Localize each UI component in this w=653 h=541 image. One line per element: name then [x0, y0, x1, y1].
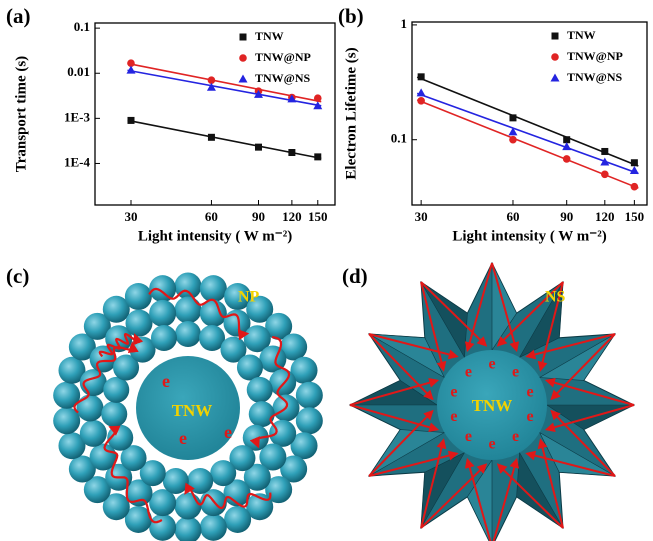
- point: [314, 153, 321, 160]
- point: [630, 166, 639, 174]
- point: [208, 134, 215, 141]
- legend-label: TNW: [255, 29, 284, 43]
- y-tick-label: 1E-4: [64, 154, 91, 169]
- y-tick-label: 0.01: [67, 64, 90, 79]
- x-axis-label: Light intensity ( W m⁻²): [138, 228, 292, 244]
- nanoparticle: [247, 377, 273, 403]
- nanoparticle: [175, 493, 202, 520]
- nanoparticle: [269, 369, 296, 396]
- nanoparticle: [200, 514, 227, 541]
- x-tick-label: 60: [506, 209, 519, 224]
- electron-label: e: [224, 422, 232, 442]
- nanoparticle: [175, 517, 202, 541]
- panel-label: (a): [6, 4, 31, 28]
- electron-label: e: [488, 436, 495, 453]
- electron-label: e: [512, 363, 519, 380]
- nanoparticle: [296, 407, 323, 434]
- electron-label: e: [488, 356, 495, 373]
- nanoparticle: [200, 275, 227, 302]
- point: [563, 155, 571, 163]
- point: [601, 170, 609, 178]
- y-axis-label: Electron Lifetime (s): [343, 47, 359, 179]
- electron-label: e: [465, 363, 472, 380]
- core-label: TNW: [172, 401, 213, 420]
- x-tick-label: 120: [282, 209, 302, 224]
- x-tick-label: 90: [252, 209, 265, 224]
- nanoparticle: [101, 401, 127, 427]
- point: [417, 97, 425, 105]
- legend-label: TNW@NS: [255, 71, 310, 85]
- point: [255, 144, 262, 151]
- nanoparticle: [77, 395, 104, 422]
- nanoparticle: [149, 300, 176, 327]
- x-tick-label: 150: [308, 209, 328, 224]
- x-tick-label: 30: [415, 209, 428, 224]
- x-axis-label: Light intensity ( W m⁻²): [452, 228, 606, 244]
- nanoparticle: [296, 382, 323, 409]
- point: [418, 73, 425, 80]
- nanoparticle: [149, 514, 176, 541]
- y-tick-label: 1E-3: [64, 109, 91, 124]
- electron-label: e: [465, 428, 472, 445]
- panel-label: (d): [342, 264, 368, 288]
- electron-label: e: [526, 408, 533, 425]
- panel-label: (b): [338, 4, 364, 28]
- nanoparticle: [80, 420, 107, 447]
- x-tick-label: 60: [205, 209, 218, 224]
- legend-marker: [239, 54, 247, 62]
- point: [631, 159, 638, 166]
- nanoparticle: [125, 283, 152, 310]
- y-tick-label: 0.1: [74, 19, 90, 34]
- point: [314, 94, 322, 102]
- nanoparticle: [175, 297, 202, 324]
- electron-label: e: [162, 371, 170, 391]
- nanoparticle: [237, 355, 263, 381]
- x-tick-label: 120: [595, 209, 615, 224]
- nanoparticle: [126, 310, 153, 337]
- electron-label: e: [526, 383, 533, 400]
- point: [127, 117, 134, 124]
- nanoparticle: [175, 321, 201, 347]
- core-label: TNW: [472, 396, 513, 415]
- nanoparticle: [224, 506, 251, 533]
- point: [631, 183, 639, 191]
- legend-label: TNW@NP: [567, 49, 623, 63]
- legend-label: TNW@NS: [567, 70, 622, 84]
- point: [509, 114, 516, 121]
- nanoparticle: [210, 460, 236, 486]
- legend-marker: [551, 53, 559, 61]
- figure: (a) 30 60 90 120 150 1E-4 1E-3 0.01 0.1 Light inte…: [0, 0, 653, 541]
- nanoparticle: [103, 377, 129, 403]
- x-tick-label: 90: [560, 209, 573, 224]
- y-tick-label: 1: [401, 16, 408, 31]
- electron-label: e: [179, 428, 187, 448]
- legend-marker: [239, 75, 248, 83]
- x-tick-label: 30: [124, 209, 137, 224]
- shell-label: NP: [238, 289, 260, 306]
- electron-label: e: [450, 408, 457, 425]
- legend-marker: [552, 33, 559, 40]
- shell-label: NS: [545, 289, 566, 306]
- legend-marker: [240, 34, 247, 41]
- point: [601, 148, 608, 155]
- legend-marker: [551, 74, 560, 82]
- nanoparticle: [151, 325, 177, 351]
- legend-label: TNW: [567, 28, 596, 42]
- electron-label: e: [512, 428, 519, 445]
- x-tick-label: 150: [625, 209, 645, 224]
- point: [600, 157, 609, 165]
- y-axis-label: Transport time (s): [13, 56, 29, 172]
- point: [509, 136, 517, 144]
- nanoparticle: [163, 468, 189, 494]
- panel-label: (c): [6, 264, 29, 288]
- y-tick-label: 0.1: [391, 131, 407, 146]
- electron-label: e: [450, 383, 457, 400]
- point: [288, 149, 295, 156]
- legend-label: TNW@NP: [255, 50, 311, 64]
- point: [417, 88, 426, 96]
